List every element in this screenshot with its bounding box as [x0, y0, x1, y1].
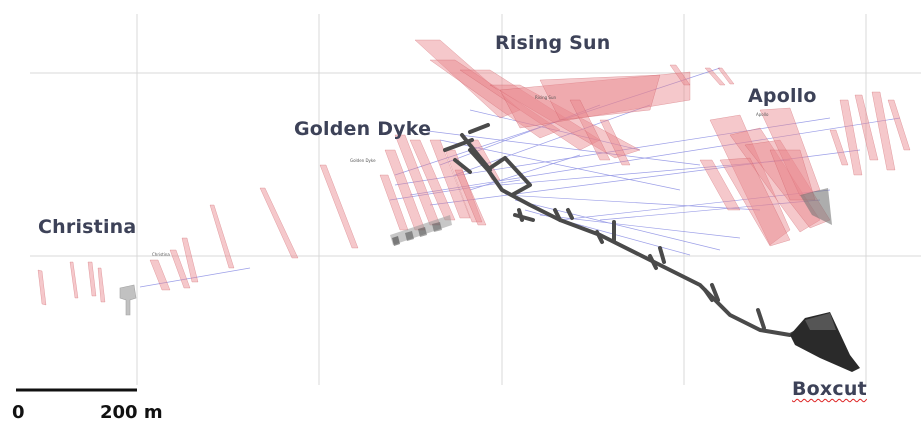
christina-tag: Christina	[152, 252, 170, 257]
orebody-lens	[37, 269, 47, 306]
orebody-lens	[599, 119, 631, 166]
grid	[30, 14, 921, 385]
orebody-lens	[169, 249, 191, 289]
zone-label-boxcut: Boxcut	[792, 378, 867, 400]
orebody-lens	[469, 139, 501, 181]
decline-main	[468, 148, 802, 337]
orebody-lens	[729, 127, 821, 233]
orebody-lens	[499, 71, 691, 129]
scale-bar-start: 0	[12, 402, 25, 423]
decline-spur	[488, 156, 532, 197]
orebody-lens	[669, 64, 691, 86]
orebody-lens	[181, 237, 199, 283]
golden-dyke-tag: Golden Dyke	[350, 158, 376, 163]
orebody-lens	[719, 157, 791, 247]
grey-workings	[119, 188, 832, 316]
orebodies	[37, 39, 911, 306]
orebody-lens	[97, 267, 106, 303]
orebody-lens	[699, 159, 741, 211]
orebody-lens	[429, 59, 561, 139]
zone-label-apollo: Apollo	[748, 85, 817, 107]
orebody-lens	[829, 129, 849, 166]
orebody-lens	[871, 91, 896, 171]
orebody-lens	[887, 99, 911, 151]
orebody-lens	[709, 114, 791, 246]
christina-shaft	[119, 284, 137, 316]
orebody-lens	[839, 99, 863, 176]
orebody-lens	[454, 169, 487, 226]
rising-sun-tag: Rising Sun	[535, 95, 557, 100]
decline	[443, 123, 802, 337]
orebody-lens	[209, 204, 235, 269]
orebody-lens	[87, 261, 97, 297]
orebody-lens	[717, 67, 735, 85]
orebody-lens	[489, 84, 641, 159]
orebody-lens	[704, 67, 726, 86]
apollo-tag: Apollo	[756, 112, 769, 117]
orebody-lens	[69, 261, 79, 299]
orebody-lens	[569, 99, 611, 161]
orebody-lens	[444, 149, 483, 223]
orebody-lens	[429, 139, 471, 219]
orebody-lens	[319, 164, 359, 249]
zone-label-rising-sun: Rising Sun	[495, 32, 611, 54]
orebody-lens	[409, 139, 456, 221]
orebody-lens	[854, 94, 879, 161]
boxcut-portal	[790, 312, 860, 372]
scale-bar-end: 200 m	[100, 402, 163, 423]
orebody-lens	[149, 259, 171, 291]
orebody-lens	[259, 187, 299, 259]
orebody-lens	[539, 74, 661, 121]
zone-label-golden-dyke: Golden Dyke	[294, 118, 432, 140]
zone-label-christina: Christina	[38, 216, 137, 238]
